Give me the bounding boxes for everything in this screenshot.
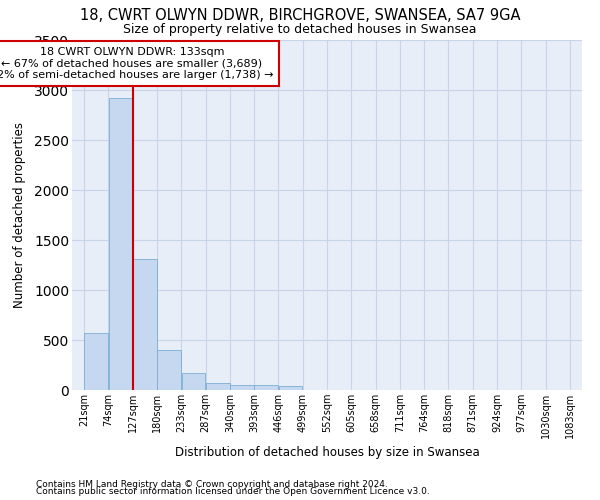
Text: Contains public sector information licensed under the Open Government Licence v3: Contains public sector information licen… [36,487,430,496]
X-axis label: Distribution of detached houses by size in Swansea: Distribution of detached houses by size … [175,446,479,460]
Bar [278,386,302,390]
Bar [157,350,181,390]
Text: Contains HM Land Registry data © Crown copyright and database right 2024.: Contains HM Land Registry data © Crown c… [36,480,388,489]
Bar [133,259,157,390]
Bar [254,385,278,390]
Bar [230,384,254,390]
Text: 18, CWRT OLWYN DDWR, BIRCHGROVE, SWANSEA, SA7 9GA: 18, CWRT OLWYN DDWR, BIRCHGROVE, SWANSEA… [80,8,520,22]
Text: Size of property relative to detached houses in Swansea: Size of property relative to detached ho… [123,22,477,36]
Bar [206,382,230,390]
Bar [109,98,133,390]
Bar [182,373,205,390]
Text: 18 CWRT OLWYN DDWR: 133sqm
← 67% of detached houses are smaller (3,689)
32% of s: 18 CWRT OLWYN DDWR: 133sqm ← 67% of deta… [0,47,274,80]
Bar [85,333,108,390]
Y-axis label: Number of detached properties: Number of detached properties [13,122,26,308]
